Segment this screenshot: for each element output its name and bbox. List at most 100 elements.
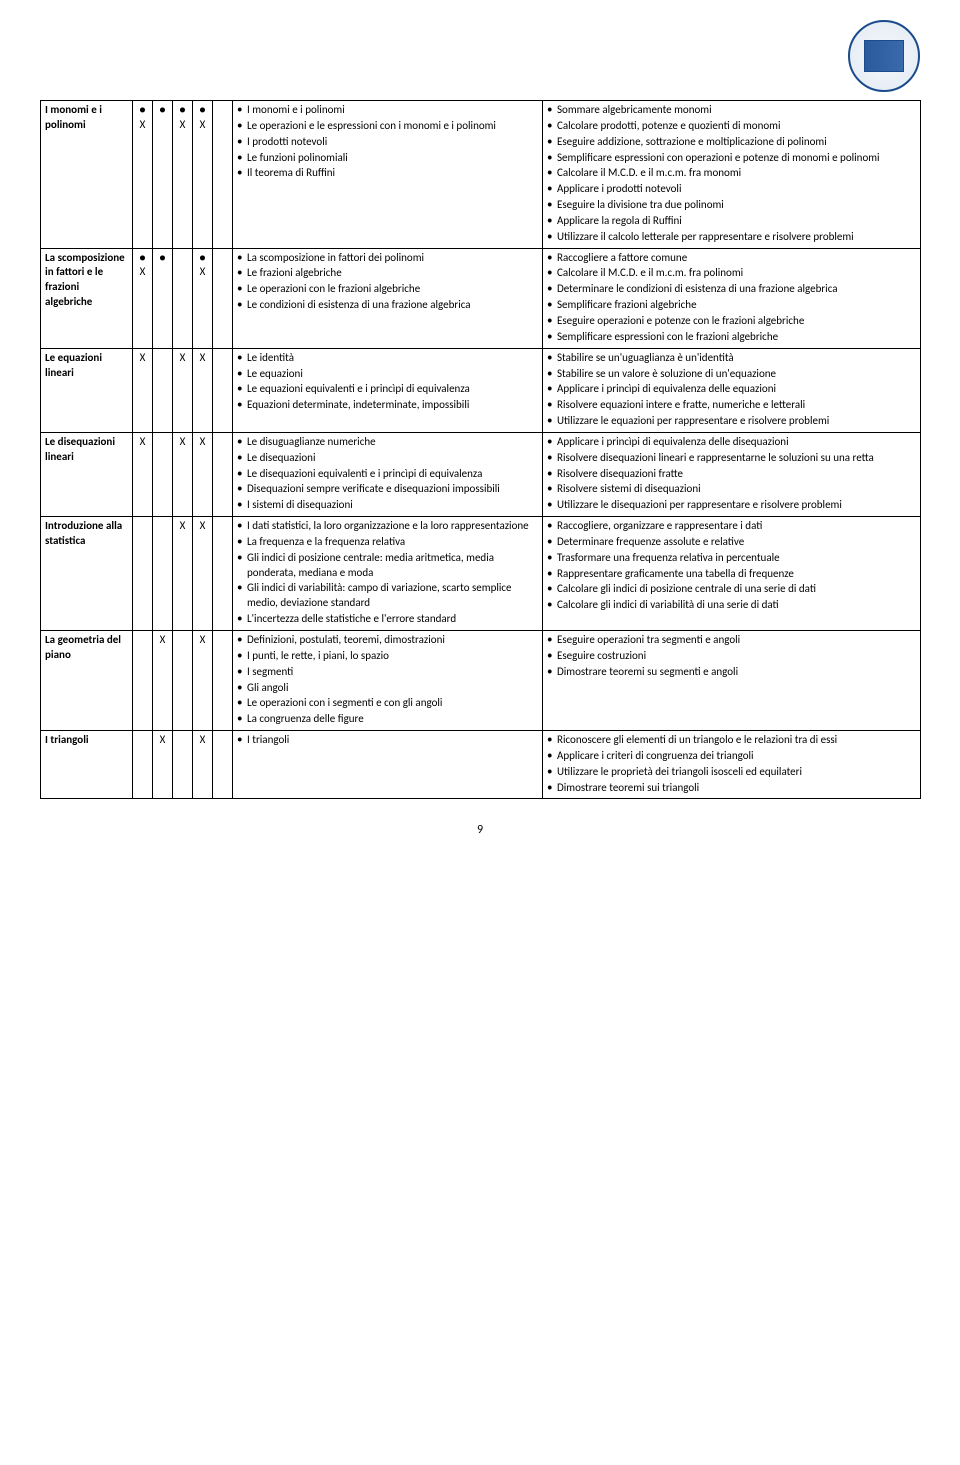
logo-container bbox=[40, 20, 920, 92]
list-item: I sistemi di disequazioni bbox=[237, 498, 538, 513]
list-item: Calcolare gli indici di posizione centra… bbox=[547, 582, 916, 597]
list-item: Risolvere disequazioni fratte bbox=[547, 467, 916, 482]
list-item: Calcolare il M.C.D. e il m.c.m. fra mono… bbox=[547, 166, 916, 181]
mark-cell bbox=[213, 248, 233, 348]
table-row: Introduzione alla statisticaXXI dati sta… bbox=[41, 517, 921, 631]
table-row: La scomposizione in fattori e le frazion… bbox=[41, 248, 921, 348]
list-item: Semplificare espressioni con le frazioni… bbox=[547, 330, 916, 345]
mark-cell bbox=[153, 432, 173, 516]
mark-cell bbox=[173, 631, 193, 731]
list-item: Le operazioni con i segmenti e con gli a… bbox=[237, 696, 538, 711]
mark-cell bbox=[153, 517, 173, 631]
list-item: Le condizioni di esistenza di una frazio… bbox=[237, 298, 538, 313]
mark-cell: ● bbox=[153, 248, 173, 348]
mark-cell bbox=[213, 731, 233, 799]
list-item: Eseguire operazioni tra segmenti e angol… bbox=[547, 633, 916, 648]
mark-cell: X bbox=[193, 348, 213, 432]
list-item: Risolvere sistemi di disequazioni bbox=[547, 482, 916, 497]
logo-building-icon bbox=[864, 40, 904, 72]
list-item: Applicare i princìpi di equivalenza dell… bbox=[547, 435, 916, 450]
list-item: Definizioni, postulati, teoremi, dimostr… bbox=[237, 633, 538, 648]
mark-cell bbox=[213, 101, 233, 249]
conoscenze-cell: Definizioni, postulati, teoremi, dimostr… bbox=[233, 631, 543, 731]
list-item: I monomi e i polinomi bbox=[237, 103, 538, 118]
list-item: Semplificare espressioni con operazioni … bbox=[547, 151, 916, 166]
mark-cell bbox=[133, 631, 153, 731]
list-item: Le equazioni bbox=[237, 367, 538, 382]
list-item: Risolvere disequazioni lineari e rappres… bbox=[547, 451, 916, 466]
mark-cell: X bbox=[193, 731, 213, 799]
school-logo bbox=[848, 20, 920, 92]
mark-cell: X bbox=[193, 432, 213, 516]
list-item: I triangoli bbox=[237, 733, 538, 748]
mark-cell bbox=[213, 432, 233, 516]
list-item: Eseguire addizione, sottrazione e moltip… bbox=[547, 135, 916, 150]
mark-cell bbox=[173, 248, 193, 348]
list-item: Il teorema di Ruffini bbox=[237, 166, 538, 181]
mark-cell bbox=[133, 731, 153, 799]
list-item: Le disequazioni equivalenti e i princìpi… bbox=[237, 467, 538, 482]
list-item: Risolvere equazioni intere e fratte, num… bbox=[547, 398, 916, 413]
list-item: Utilizzare le equazioni per rappresentar… bbox=[547, 414, 916, 429]
mark-cell: ● X bbox=[133, 101, 153, 249]
list-item: Gli angoli bbox=[237, 681, 538, 696]
mark-cell: ● X bbox=[193, 101, 213, 249]
mark-cell bbox=[213, 348, 233, 432]
list-item: Sommare algebricamente monomi bbox=[547, 103, 916, 118]
mark-cell bbox=[213, 631, 233, 731]
conoscenze-cell: Le identitàLe equazioniLe equazioni equi… bbox=[233, 348, 543, 432]
mark-cell: X bbox=[173, 517, 193, 631]
topic-cell: La scomposizione in fattori e le frazion… bbox=[41, 248, 133, 348]
list-item: I prodotti notevoli bbox=[237, 135, 538, 150]
list-item: I punti, le rette, i piani, lo spazio bbox=[237, 649, 538, 664]
list-item: Le equazioni equivalenti e i princìpi di… bbox=[237, 382, 538, 397]
topic-cell: Le equazioni lineari bbox=[41, 348, 133, 432]
table-row: Le disequazioni lineariXXXLe disuguaglia… bbox=[41, 432, 921, 516]
conoscenze-cell: I dati statistici, la loro organizzazion… bbox=[233, 517, 543, 631]
mark-cell: X bbox=[133, 348, 153, 432]
mark-cell: X bbox=[173, 348, 193, 432]
mark-cell: X bbox=[193, 631, 213, 731]
topic-cell: Introduzione alla statistica bbox=[41, 517, 133, 631]
mark-cell: ● X bbox=[133, 248, 153, 348]
topic-cell: I triangoli bbox=[41, 731, 133, 799]
list-item: Stabilire se un'uguaglianza è un'identit… bbox=[547, 351, 916, 366]
conoscenze-cell: I monomi e i polinomiLe operazioni e le … bbox=[233, 101, 543, 249]
abilita-cell: Applicare i princìpi di equivalenza dell… bbox=[543, 432, 921, 516]
mark-cell bbox=[173, 731, 193, 799]
list-item: L'incertezza delle statistiche e l'error… bbox=[237, 612, 538, 627]
list-item: Applicare i criteri di congruenza dei tr… bbox=[547, 749, 916, 764]
list-item: Riconoscere gli elementi di un triangolo… bbox=[547, 733, 916, 748]
abilita-cell: Riconoscere gli elementi di un triangolo… bbox=[543, 731, 921, 799]
list-item: Dimostrare teoremi sui triangoli bbox=[547, 781, 916, 796]
mark-cell: X bbox=[173, 432, 193, 516]
page-number: 9 bbox=[40, 823, 920, 837]
mark-cell bbox=[213, 517, 233, 631]
list-item: Le identità bbox=[237, 351, 538, 366]
list-item: Determinare le condizioni di esistenza d… bbox=[547, 282, 916, 297]
list-item: Stabilire se un valore è soluzione di un… bbox=[547, 367, 916, 382]
list-item: Semplificare frazioni algebriche bbox=[547, 298, 916, 313]
list-item: Applicare i princìpi di equivalenza dell… bbox=[547, 382, 916, 397]
topic-cell: La geometria del piano bbox=[41, 631, 133, 731]
list-item: Disequazioni sempre verificate e disequa… bbox=[237, 482, 538, 497]
list-item: La scomposizione in fattori dei polinomi bbox=[237, 251, 538, 266]
mark-cell: ● bbox=[153, 101, 173, 249]
table-row: Le equazioni lineariXXXLe identitàLe equ… bbox=[41, 348, 921, 432]
list-item: Trasformare una frequenza relativa in pe… bbox=[547, 551, 916, 566]
list-item: I segmenti bbox=[237, 665, 538, 680]
list-item: Applicare i prodotti notevoli bbox=[547, 182, 916, 197]
curriculum-table: I monomi e i polinomi● X●● X● XI monomi … bbox=[40, 100, 921, 799]
list-item: Le disequazioni bbox=[237, 451, 538, 466]
list-item: Le funzioni polinomiali bbox=[237, 151, 538, 166]
list-item: Utilizzare le proprietà dei triangoli is… bbox=[547, 765, 916, 780]
list-item: Applicare la regola di Ruffini bbox=[547, 214, 916, 229]
mark-cell: X bbox=[153, 731, 173, 799]
list-item: Le operazioni con le frazioni algebriche bbox=[237, 282, 538, 297]
list-item: Utilizzare il calcolo letterale per rapp… bbox=[547, 230, 916, 245]
list-item: La congruenza delle figure bbox=[237, 712, 538, 727]
list-item: Raccogliere a fattore comune bbox=[547, 251, 916, 266]
conoscenze-cell: I triangoli bbox=[233, 731, 543, 799]
list-item: Dimostrare teoremi su segmenti e angoli bbox=[547, 665, 916, 680]
topic-cell: I monomi e i polinomi bbox=[41, 101, 133, 249]
